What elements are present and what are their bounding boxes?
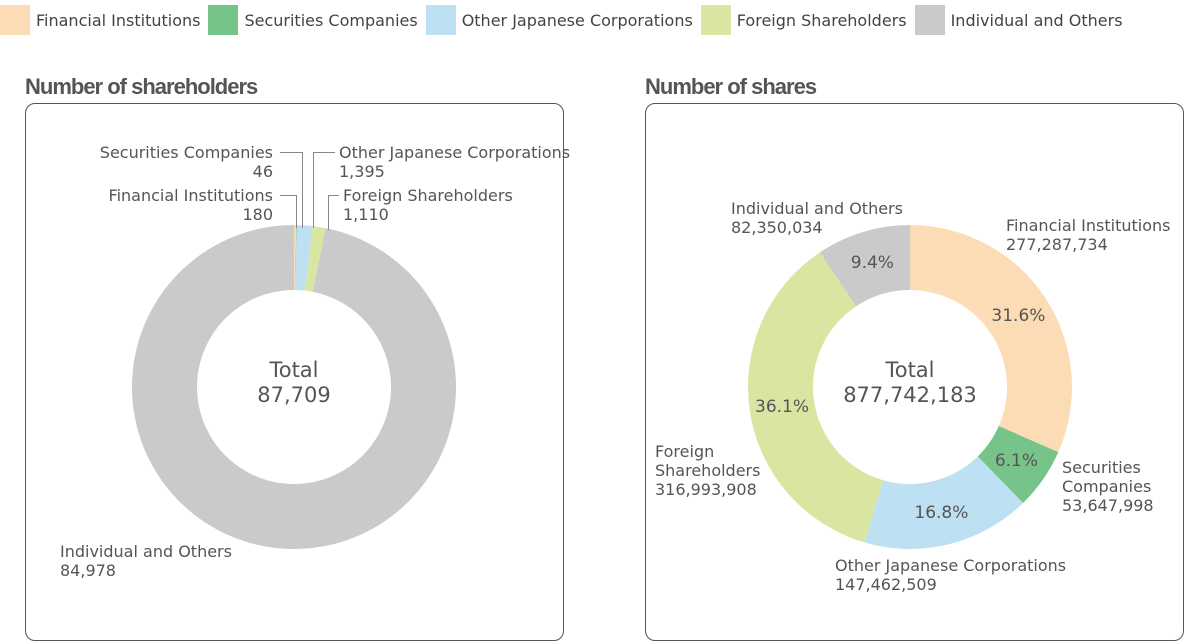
legend-label: Other Japanese Corporations [461, 10, 693, 30]
leader-line [280, 195, 296, 196]
label-individual-and-others: Individual and Others 82,350,034 [731, 199, 903, 237]
donut-slice-foreign-shareholders [305, 226, 326, 292]
donut-slice-securities-companies [295, 225, 297, 291]
label-individual-and-others: Individual and Others 84,978 [60, 542, 232, 580]
donut-slice-individual-and-others [132, 225, 457, 550]
donut-slice-securities-companies [977, 426, 1059, 504]
label-securities-companies: Securities Companies 46 [99, 143, 273, 181]
legend-label: Foreign Shareholders [736, 10, 907, 30]
legend-item: Foreign Shareholders [700, 5, 907, 35]
label-foreign-shareholders: Foreign Shareholders 316,993,908 [655, 442, 761, 499]
donut-slice-financial-institutions [910, 225, 1072, 453]
leader-line [313, 152, 314, 228]
donut-slice-other-japanese-corporations [864, 456, 1024, 549]
legend-item: Securities Companies [208, 5, 418, 35]
label-securities-companies: Securities Companies 53,647,998 [1062, 458, 1154, 515]
legend-swatch [700, 5, 731, 35]
leader-line [296, 195, 297, 228]
legend-swatch [208, 5, 239, 35]
legend-item: Individual and Others [914, 5, 1123, 35]
chart-title-shareholders: Number of shareholders [25, 74, 258, 99]
legend-item: Other Japanese Corporations [425, 5, 693, 35]
label-financial-institutions: Financial Institutions 277,287,734 [1006, 216, 1171, 254]
legend-swatch [425, 5, 456, 35]
donut-slice-foreign-shareholders [748, 252, 883, 543]
chart-title-shares: Number of shares [645, 74, 817, 99]
shareholders-panel [25, 103, 564, 641]
shares-panel [645, 103, 1184, 641]
legend-swatch [0, 5, 30, 35]
legend-label: Financial Institutions [36, 10, 201, 30]
legend-label: Individual and Others [950, 10, 1123, 30]
leader-line [328, 195, 339, 196]
leader-line [280, 152, 302, 153]
percent-label: 36.1% [755, 396, 810, 417]
percent-label: 6.1% [994, 450, 1039, 471]
leader-line [313, 152, 335, 153]
legend: Financial Institutions Securities Compan… [0, 5, 1131, 35]
donut-slice-individual-and-others [819, 225, 910, 307]
legend-label: Securities Companies [244, 10, 418, 30]
donut-slice-other-japanese-corporations [295, 225, 313, 291]
percent-label: 16.8% [914, 502, 969, 523]
label-financial-institutions: Financial Institutions 180 [108, 186, 273, 224]
leader-line [302, 152, 303, 228]
total-shares: Total 877,742,183 [843, 358, 977, 407]
label-foreign-shareholders: Foreign Shareholders 1,110 [343, 186, 513, 224]
label-other-japanese-corporations: Other Japanese Corporations 1,395 [339, 143, 571, 181]
donut-slice-financial-institutions [294, 225, 297, 291]
percent-label: 9.4% [850, 253, 894, 274]
label-other-japanese-corporations: Other Japanese Corporations 147,462,509 [835, 556, 1067, 594]
total-shareholders: Total 87,709 [257, 358, 331, 407]
legend-swatch [914, 5, 945, 35]
percent-label: 31.6% [991, 306, 1046, 327]
leader-line [328, 195, 329, 230]
legend-item: Financial Institutions [0, 5, 200, 35]
